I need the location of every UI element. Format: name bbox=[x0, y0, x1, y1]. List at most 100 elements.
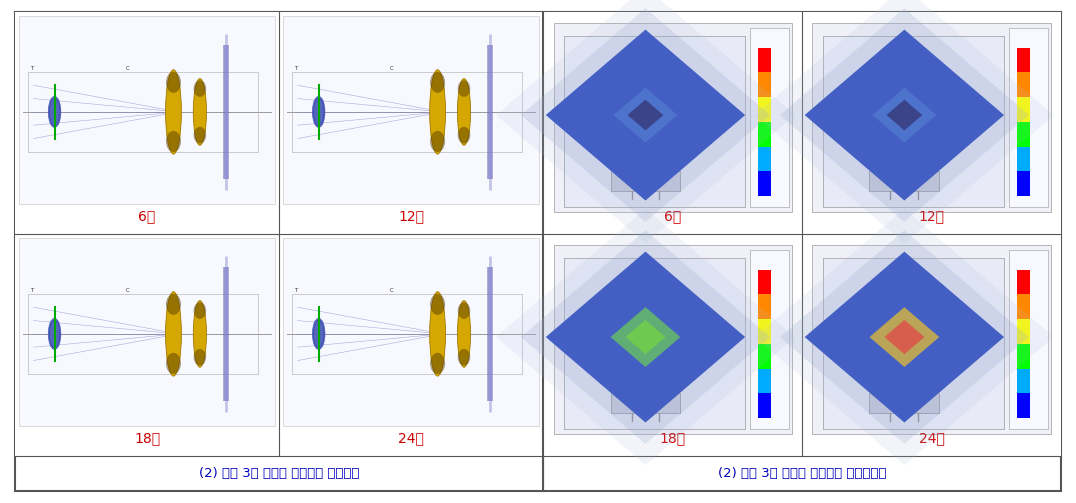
Text: 18도: 18도 bbox=[660, 431, 685, 445]
Ellipse shape bbox=[194, 127, 207, 143]
Bar bbox=[1017, 172, 1030, 196]
Text: 6도: 6도 bbox=[664, 209, 681, 223]
Ellipse shape bbox=[48, 318, 61, 350]
Bar bbox=[1017, 344, 1030, 369]
Polygon shape bbox=[625, 320, 665, 354]
Bar bbox=[802, 234, 1061, 456]
Polygon shape bbox=[496, 209, 795, 465]
Bar bbox=[283, 238, 539, 426]
Text: 12도: 12도 bbox=[919, 209, 945, 223]
Bar bbox=[759, 393, 771, 418]
Ellipse shape bbox=[430, 353, 445, 374]
Bar bbox=[812, 23, 1050, 212]
Bar bbox=[1017, 369, 1030, 393]
Text: T: T bbox=[295, 288, 298, 293]
Polygon shape bbox=[596, 294, 695, 380]
Bar bbox=[759, 122, 771, 147]
Ellipse shape bbox=[312, 318, 325, 350]
Text: C: C bbox=[390, 66, 394, 71]
Polygon shape bbox=[884, 320, 924, 354]
Bar bbox=[759, 294, 771, 319]
Bar bbox=[19, 16, 275, 204]
Polygon shape bbox=[613, 88, 678, 142]
Bar bbox=[293, 72, 522, 152]
Polygon shape bbox=[521, 8, 770, 222]
Bar bbox=[750, 249, 789, 430]
Polygon shape bbox=[610, 307, 680, 367]
Bar bbox=[759, 172, 771, 196]
Polygon shape bbox=[546, 30, 746, 201]
Bar bbox=[759, 147, 771, 172]
Ellipse shape bbox=[314, 99, 323, 125]
Bar bbox=[279, 12, 543, 234]
Bar bbox=[279, 234, 543, 456]
Bar bbox=[812, 245, 1050, 434]
Bar bbox=[750, 28, 789, 207]
Ellipse shape bbox=[313, 320, 324, 348]
Polygon shape bbox=[873, 88, 936, 142]
Ellipse shape bbox=[457, 349, 470, 366]
Ellipse shape bbox=[48, 97, 61, 127]
Ellipse shape bbox=[457, 127, 470, 143]
Bar bbox=[293, 294, 522, 374]
Bar bbox=[543, 234, 802, 456]
Ellipse shape bbox=[166, 292, 182, 376]
Bar bbox=[759, 369, 771, 393]
Bar bbox=[802, 12, 1061, 234]
Polygon shape bbox=[869, 307, 939, 367]
Polygon shape bbox=[755, 0, 1053, 243]
Bar bbox=[823, 36, 1004, 207]
Ellipse shape bbox=[51, 99, 59, 125]
Bar bbox=[1017, 294, 1030, 319]
Bar bbox=[564, 36, 746, 207]
Bar bbox=[869, 393, 939, 412]
Polygon shape bbox=[854, 72, 954, 158]
Ellipse shape bbox=[429, 70, 445, 154]
Polygon shape bbox=[805, 30, 1004, 201]
Ellipse shape bbox=[429, 292, 445, 376]
Polygon shape bbox=[546, 252, 746, 423]
Bar bbox=[759, 72, 771, 97]
Text: 24도: 24도 bbox=[919, 431, 945, 445]
Text: 24도: 24도 bbox=[398, 431, 424, 445]
Bar bbox=[19, 238, 275, 426]
Ellipse shape bbox=[457, 78, 470, 145]
Bar bbox=[759, 344, 771, 369]
Ellipse shape bbox=[194, 80, 207, 97]
Bar bbox=[610, 393, 680, 412]
Bar bbox=[1017, 147, 1030, 172]
Ellipse shape bbox=[166, 131, 181, 152]
Text: 18도: 18도 bbox=[134, 431, 160, 445]
Bar bbox=[823, 259, 1004, 430]
Polygon shape bbox=[805, 252, 1004, 423]
Ellipse shape bbox=[430, 294, 445, 315]
Ellipse shape bbox=[166, 294, 181, 315]
Bar bbox=[759, 47, 771, 72]
Ellipse shape bbox=[313, 98, 324, 126]
Polygon shape bbox=[780, 8, 1029, 222]
Ellipse shape bbox=[166, 72, 181, 93]
Ellipse shape bbox=[51, 321, 59, 347]
Polygon shape bbox=[596, 72, 695, 158]
Bar bbox=[759, 97, 771, 122]
Polygon shape bbox=[854, 294, 954, 380]
Ellipse shape bbox=[49, 98, 60, 126]
Bar bbox=[1017, 393, 1030, 418]
Ellipse shape bbox=[166, 353, 181, 374]
Ellipse shape bbox=[194, 349, 207, 366]
Polygon shape bbox=[496, 0, 795, 243]
Ellipse shape bbox=[457, 80, 470, 97]
Bar bbox=[869, 171, 939, 191]
Ellipse shape bbox=[430, 72, 445, 93]
Bar bbox=[759, 319, 771, 344]
Bar bbox=[610, 171, 680, 191]
Bar bbox=[1009, 28, 1048, 207]
Ellipse shape bbox=[430, 131, 445, 152]
Ellipse shape bbox=[314, 321, 323, 347]
Ellipse shape bbox=[49, 320, 60, 348]
Text: 12도: 12도 bbox=[398, 209, 424, 223]
Bar bbox=[28, 72, 258, 152]
Text: C: C bbox=[126, 66, 130, 71]
Bar bbox=[1017, 122, 1030, 147]
Bar bbox=[1017, 319, 1030, 344]
